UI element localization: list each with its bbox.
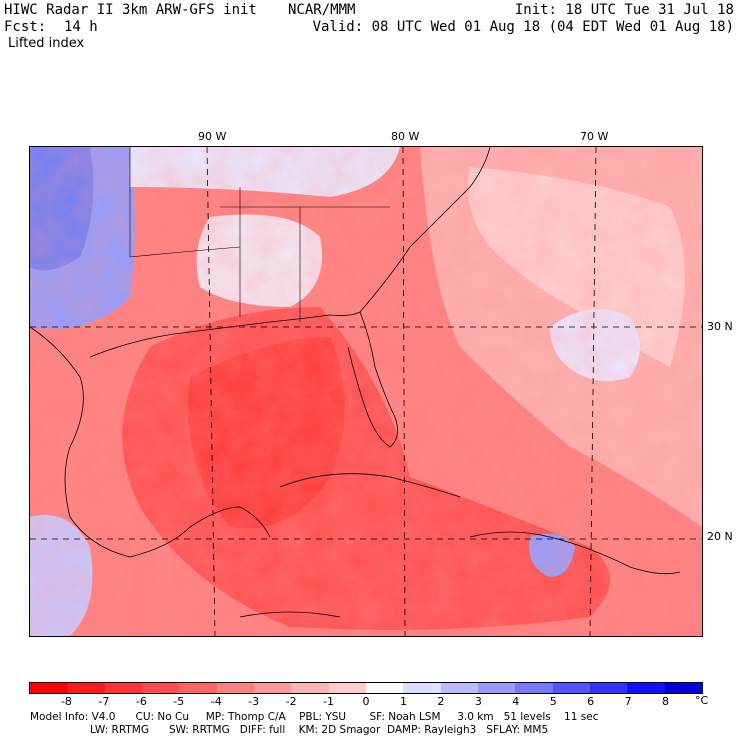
colorbar-tick-label: -1 (323, 695, 335, 708)
colorbar-swatch (30, 683, 68, 693)
lat-label-20n: 20 N (707, 530, 733, 543)
colorbar-tick-label: 2 (437, 695, 445, 708)
colorbar-swatch (216, 683, 254, 693)
model-info-line2: LW: RRTMG SW: RRTMG DIFF: full KM: 2D Sm… (90, 724, 549, 736)
colorbar-swatch (627, 683, 665, 693)
colorbar-tick-label: 1 (399, 695, 407, 708)
colorbar-swatch (141, 683, 180, 693)
colorbar-tick-label: 7 (624, 695, 632, 708)
lat-label-30n: 30 N (707, 320, 733, 333)
colorbar-swatch (291, 683, 329, 693)
colorbar-swatch (104, 683, 142, 693)
colorbar-tick-label: -6 (135, 695, 147, 708)
colorbar-swatch (589, 683, 628, 693)
colorbar-swatch (477, 683, 516, 693)
colorbar-swatch (515, 683, 553, 693)
lifted-index-map (29, 146, 703, 637)
colorbar-swatch (328, 683, 366, 693)
colorbar-tick-label: -2 (285, 695, 297, 708)
org-label: NCAR/MMM (288, 2, 356, 18)
colorbar-tick-label: -7 (98, 695, 110, 708)
lon-label-90w: 90 W (198, 130, 227, 143)
colorbar-swatch (67, 683, 105, 693)
fcst-label: Fcst: (4, 19, 47, 35)
colorbar-tick-label: 6 (587, 695, 595, 708)
colorbar-unit: °C (695, 694, 709, 707)
lon-label-70w: 70 W (580, 130, 609, 143)
colorbar-tick-label: 8 (662, 695, 670, 708)
colorbar-swatch (440, 683, 478, 693)
model-title: HIWC Radar II 3km ARW-GFS init (4, 2, 257, 18)
model-info-line1: Model Info: V4.0 CU: No Cu MP: Thomp C/A… (30, 711, 599, 723)
colorbar-swatch (179, 683, 217, 693)
colorbar-swatch (664, 683, 702, 693)
colorbar-tick-label: -4 (210, 695, 222, 708)
colorbar-tick-label: -5 (173, 695, 185, 708)
colorbar-tick-label: -8 (60, 695, 72, 708)
colorbar-swatch (403, 683, 441, 693)
colorbar-tick-label: 4 (512, 695, 520, 708)
valid-time: Valid: 08 UTC Wed 01 Aug 18 (04 EDT Wed … (312, 19, 734, 35)
colorbar-swatch (253, 683, 292, 693)
colorbar-tick-label: 3 (474, 695, 482, 708)
colorbar-tick-label: 0 (362, 695, 370, 708)
fcst-value: 14 h (64, 19, 98, 35)
field-name: Lifted index (8, 36, 85, 51)
colorbar (29, 682, 703, 694)
colorbar-swatch (365, 683, 404, 693)
colorbar-tick-label: 5 (549, 695, 557, 708)
map-canvas (29, 146, 702, 637)
colorbar-swatch (552, 683, 590, 693)
lon-label-80w: 80 W (391, 130, 420, 143)
colorbar-tick-label: -3 (248, 695, 260, 708)
init-time: Init: 18 UTC Tue 31 Jul 18 (514, 2, 734, 18)
